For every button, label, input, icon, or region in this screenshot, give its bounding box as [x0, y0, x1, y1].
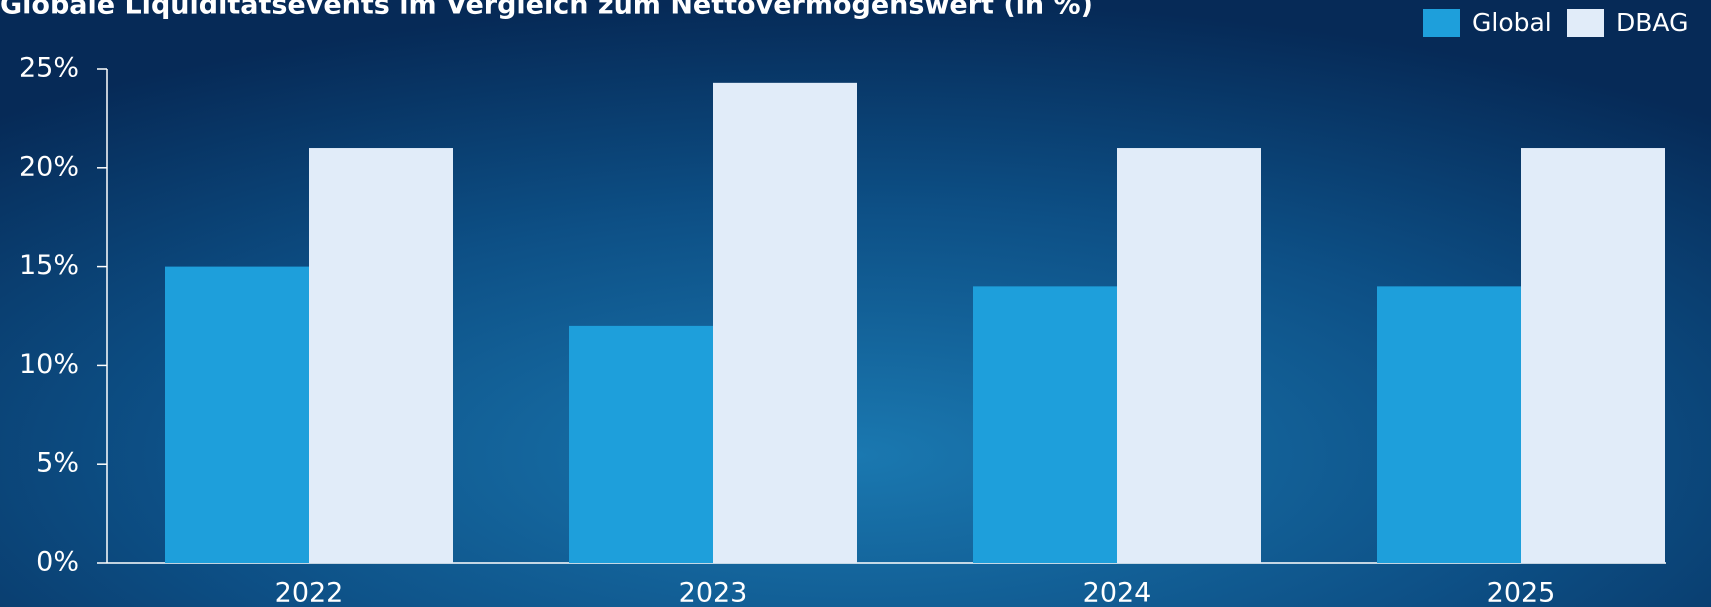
- legend-swatch: [1567, 9, 1604, 37]
- x-tick-label: 2023: [679, 578, 748, 607]
- x-tick-label: 2022: [275, 578, 344, 607]
- bar: [1117, 148, 1261, 564]
- y-tick-label: 5%: [36, 448, 79, 479]
- legend-label: Global: [1472, 8, 1552, 37]
- bar: [1377, 286, 1521, 563]
- y-tick-label: 15%: [19, 250, 79, 281]
- bar: [713, 82, 857, 563]
- bar: [1521, 148, 1665, 564]
- bar: [309, 148, 453, 564]
- y-tick-label: 20%: [19, 151, 79, 182]
- legend-label: DBAG: [1616, 8, 1688, 37]
- x-tick-label: 2025: [1487, 578, 1556, 607]
- bar: [973, 286, 1117, 563]
- bar: [165, 266, 309, 563]
- y-tick-label: 0%: [36, 547, 79, 578]
- y-tick-label: 10%: [19, 349, 79, 380]
- y-tick-label: 25%: [19, 53, 79, 84]
- chart-title: Globale Liquiditätsevents im Vergleich z…: [0, 0, 1093, 21]
- x-tick-label: 2024: [1083, 578, 1152, 607]
- bar: [569, 325, 713, 563]
- legend-swatch: [1423, 9, 1460, 37]
